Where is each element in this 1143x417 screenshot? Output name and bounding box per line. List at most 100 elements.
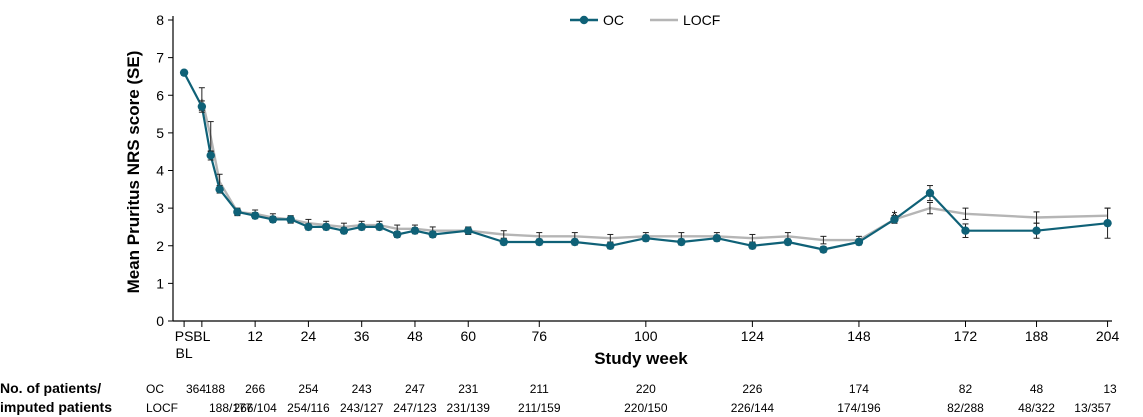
series-layer: * (179, 68, 1112, 254)
data-point (819, 245, 828, 254)
series-line-locf (200, 98, 1108, 242)
data-point (410, 226, 420, 235)
table-cell: 243 (352, 382, 372, 396)
data-point (179, 68, 189, 77)
x-tick-label: 204 (1096, 328, 1120, 344)
series-line-oc (183, 72, 1108, 251)
x-tick-label: 124 (741, 328, 765, 344)
table-cell: 254 (298, 382, 318, 396)
data-point (677, 237, 686, 247)
y-tick-label: 6 (156, 87, 164, 103)
data-point (570, 237, 579, 247)
y-tick-label: 5 (156, 125, 164, 141)
patients-table: No. of patients/ imputed patients OC 3641… (0, 380, 1117, 415)
data-point (890, 215, 899, 224)
y-tick-label: 4 (156, 163, 164, 179)
table-cell: 266/104 (233, 401, 277, 415)
data-point (375, 222, 384, 232)
table-header-line2: imputed patients (0, 399, 112, 415)
table-row-label: LOCF (146, 401, 178, 415)
table-cell: 82 (959, 382, 973, 396)
table-cell: 174/196 (837, 401, 881, 415)
legend: OC LOCF (570, 12, 720, 28)
table-cell: 82/288 (947, 401, 984, 415)
data-point (304, 222, 313, 232)
legend-label: OC (603, 12, 624, 28)
data-point (464, 226, 473, 235)
table-cell: 226/144 (731, 401, 775, 415)
y-axis-label: Mean Pruritus NRS score (SE) (124, 51, 143, 294)
data-point (925, 188, 935, 198)
x-tick-label: 188 (1025, 328, 1049, 344)
error-bar (820, 235, 827, 245)
x-tick-label: 24 (301, 328, 317, 344)
x-tick-label: 36 (354, 328, 370, 344)
data-point (1032, 226, 1041, 235)
data-point (641, 234, 651, 243)
data-point (339, 226, 349, 235)
x-axis-label: Study week (594, 349, 688, 368)
y-tick-label: 8 (156, 12, 164, 28)
x-tick-sublabel: BL (176, 345, 193, 361)
data-point (783, 237, 793, 247)
data-point (535, 237, 544, 247)
legend-label: LOCF (683, 12, 720, 28)
legend-marker (579, 15, 589, 25)
table-cell: 188/177 (209, 401, 253, 415)
x-tick-label: 76 (531, 328, 547, 344)
data-point (321, 222, 331, 232)
y-tick-label: 1 (156, 275, 164, 291)
table-cell: 220 (636, 382, 656, 396)
legend-item-locf: LOCF (650, 12, 720, 28)
table-cell: 13 (1103, 382, 1117, 396)
x-tick-label: 60 (460, 328, 476, 344)
error-bar (962, 207, 969, 220)
table-cell: 254/116 (287, 401, 330, 415)
data-point (428, 230, 437, 239)
table-cell: 247 (405, 382, 425, 396)
y-tick-label: 3 (156, 200, 164, 216)
table-header-line1: No. of patients/ (0, 380, 101, 396)
data-point (357, 222, 366, 232)
x-tick-label: 12 (247, 328, 263, 344)
data-point (606, 241, 615, 250)
annotation: * (892, 207, 898, 223)
table-cell: 243/127 (340, 401, 384, 415)
table-cell: 188 (205, 382, 225, 396)
table-cell: 226 (742, 382, 762, 396)
data-point (268, 215, 278, 224)
table-cell: 364 (186, 382, 206, 396)
data-point (393, 230, 402, 239)
data-point (712, 234, 722, 243)
legend-item-oc: OC (570, 12, 624, 28)
table-cell: 211/159 (518, 401, 561, 415)
data-point (961, 226, 970, 235)
x-tick-label: 48 (407, 328, 423, 344)
data-point (748, 241, 757, 250)
table-cell: 174 (849, 382, 869, 396)
table-cell: 13/357 (1074, 401, 1111, 415)
y-tick-label: 7 (156, 50, 164, 66)
series-oc (179, 68, 1112, 254)
x-tick-label: 100 (634, 328, 658, 344)
data-point (215, 185, 224, 194)
data-point (197, 102, 207, 111)
table-cell: 231/139 (447, 401, 491, 415)
table-cell: 220/150 (624, 401, 668, 415)
x-tick-label: PS (175, 328, 194, 344)
data-point (854, 237, 864, 247)
x-tick-label: 172 (954, 328, 978, 344)
data-point (1103, 218, 1112, 228)
y-tick-label: 2 (156, 238, 164, 254)
table-cell: 48 (1030, 382, 1044, 396)
data-point (233, 207, 242, 217)
table-cell: 247/123 (393, 401, 437, 415)
x-tick-label: BL (193, 328, 210, 344)
y-tick-label: 0 (156, 313, 164, 329)
table-cell: 211 (530, 382, 549, 396)
series-locf (198, 87, 1111, 245)
table-cell: 48/322 (1018, 401, 1055, 415)
table-cell: 266 (245, 382, 265, 396)
